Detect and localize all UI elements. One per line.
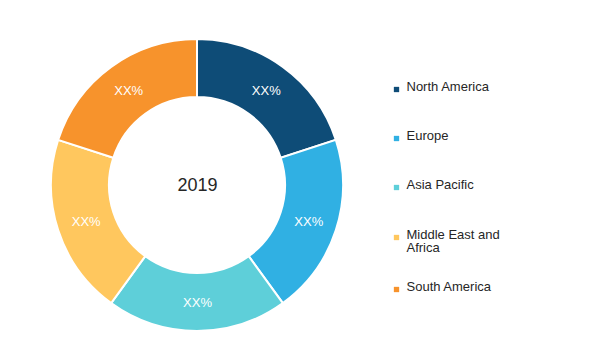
svg-text:XX%: XX%: [252, 83, 281, 98]
svg-text:XX%: XX%: [294, 214, 323, 229]
svg-text:XX%: XX%: [183, 295, 212, 310]
svg-text:Asia Pacific: Asia Pacific: [407, 177, 475, 192]
svg-text:XX%: XX%: [114, 83, 143, 98]
svg-text:North America: North America: [407, 79, 490, 94]
svg-text:XX%: XX%: [72, 214, 101, 229]
svg-text:Middle East andAfrica: Middle East andAfrica: [407, 227, 500, 255]
svg-text:South America: South America: [407, 279, 492, 294]
svg-text:Europe: Europe: [407, 128, 449, 143]
svg-text:2019: 2019: [177, 175, 217, 195]
